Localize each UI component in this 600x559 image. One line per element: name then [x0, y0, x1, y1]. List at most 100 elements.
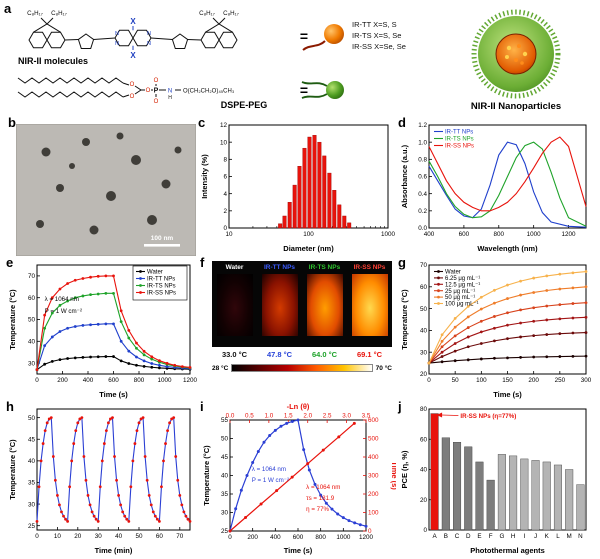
svg-text:B: B: [444, 533, 448, 540]
n-atom-3: N: [115, 41, 119, 47]
svg-text:600: 600: [293, 534, 304, 541]
svg-text:400: 400: [83, 377, 94, 384]
panel-e: e 0 200 400 600 800 1000 1200 30 40 50 60 70 Time (s…: [6, 256, 198, 400]
svg-text:A: A: [433, 533, 438, 540]
panel-f: f Water IR-TT NPs IR-TS NPs IR-SS NPs 33…: [200, 256, 396, 400]
svg-text:M: M: [567, 533, 572, 540]
svg-text:Photothermal agents: Photothermal agents: [470, 546, 545, 555]
absorbance-spectra-chart: 400 600 800 1000 1200 0.0 0.2 0.4 0.6 0.8 1.0 1.2 Wa…: [400, 122, 587, 253]
n-atom-4: N: [147, 41, 151, 47]
nanoparticle-illustration: [471, 9, 561, 99]
svg-text:Time (s): Time (s): [284, 546, 313, 555]
svg-text:40: 40: [221, 473, 229, 480]
svg-text:IR-SS NPs: IR-SS NPs: [445, 144, 474, 150]
alkyl-label-2: C₈H₁₇: [51, 10, 67, 17]
svg-text:IR-TS NPs: IR-TS NPs: [147, 284, 176, 290]
panel-d: d 400 600 800 1000 1200 0.0 0.2 0.4 0.6 0.8 1.0 1.2…: [398, 116, 596, 256]
svg-text:50: 50: [28, 317, 36, 324]
svg-text:0.4: 0.4: [418, 191, 427, 198]
svg-text:2.5: 2.5: [323, 413, 332, 420]
svg-text:Time (min): Time (min): [95, 546, 133, 555]
svg-text:Temperature (°C): Temperature (°C): [8, 439, 17, 500]
panel-h-label: h: [6, 399, 14, 414]
svg-text:Absorbance (a.u.): Absorbance (a.u.): [400, 144, 409, 208]
panel-a-label: a: [4, 1, 12, 16]
svg-text:P = 1 W cm⁻²: P = 1 W cm⁻²: [45, 308, 82, 315]
tem-image: 100 nm: [16, 124, 196, 256]
svg-text:200: 200: [528, 377, 539, 384]
nir-molecules-label: NIR-II molecules: [18, 56, 88, 66]
svg-text:0: 0: [35, 533, 39, 540]
svg-text:100: 100: [476, 377, 487, 384]
svg-text:Time (s): Time (s): [493, 390, 522, 399]
svg-text:J: J: [534, 533, 537, 540]
svg-text:2: 2: [223, 208, 227, 215]
svg-text:IR-SS NPs: IR-SS NPs: [147, 291, 176, 297]
svg-text:Temperature (°C): Temperature (°C): [400, 289, 409, 350]
thermal-image-ir-ss: [351, 274, 388, 336]
svg-text:3.5: 3.5: [362, 413, 371, 420]
svg-text:500: 500: [368, 436, 379, 443]
svg-text:12: 12: [220, 122, 228, 129]
svg-text:0: 0: [368, 528, 372, 535]
svg-text:200: 200: [247, 534, 258, 541]
svg-text:30: 30: [95, 533, 103, 540]
svg-text:35: 35: [221, 491, 229, 498]
svg-text:400: 400: [424, 231, 435, 238]
panel-i: i 0 200 400 600 800 1000 1200 0.0 0.5 1.0 1.5 2.0 2.…: [200, 400, 396, 556]
o-atom-1: O: [130, 82, 135, 88]
dye-tail: [302, 40, 326, 51]
svg-text:25: 25: [28, 523, 36, 530]
svg-text:τs = 181.9: τs = 181.9: [306, 495, 335, 502]
svg-text:D: D: [466, 533, 471, 540]
equals-top: =: [300, 28, 308, 44]
svg-text:200: 200: [57, 377, 68, 384]
panel-a: a: [4, 2, 596, 114]
svg-text:Water: Water: [445, 270, 461, 276]
svg-text:0.6: 0.6: [418, 174, 427, 181]
svg-text:55: 55: [221, 417, 229, 424]
svg-text:40: 40: [28, 339, 36, 346]
svg-text:Water: Water: [147, 270, 163, 276]
svg-text:50: 50: [221, 436, 229, 443]
svg-text:800: 800: [494, 231, 505, 238]
svg-text:40: 40: [420, 328, 428, 335]
svg-text:K: K: [545, 533, 550, 540]
svg-text:40: 40: [115, 533, 123, 540]
svg-text:60: 60: [420, 284, 428, 291]
svg-text:12.5 μg mL⁻¹: 12.5 μg mL⁻¹: [445, 282, 480, 288]
svg-text:2.0: 2.0: [303, 413, 312, 420]
svg-text:70: 70: [28, 273, 36, 280]
svg-text:1200: 1200: [562, 231, 577, 238]
svg-text:40: 40: [28, 458, 36, 465]
svg-text:25: 25: [221, 528, 229, 535]
svg-text:20: 20: [420, 497, 428, 504]
svg-text:800: 800: [134, 377, 145, 384]
svg-text:250: 250: [555, 377, 566, 384]
svg-text:E: E: [477, 533, 481, 540]
svg-text:IR-TT NPs: IR-TT NPs: [445, 130, 473, 136]
panel-e-label: e: [6, 255, 14, 270]
svg-text:IR-TT NPs: IR-TT NPs: [147, 277, 175, 283]
svg-text:G: G: [499, 533, 504, 540]
variant-ir-ts: IR-TS X=S, Se: [352, 31, 401, 40]
svg-text:1200: 1200: [183, 377, 198, 384]
svg-text:70: 70: [176, 533, 184, 540]
svg-text:300: 300: [368, 473, 379, 480]
svg-text:100 μg mL⁻¹: 100 μg mL⁻¹: [445, 302, 479, 308]
variant-ir-tt: IR-TT X=S, S: [352, 20, 397, 29]
o-atom-2: O: [130, 94, 135, 100]
temperature-value-ir-ss: 69.1 °C: [356, 350, 383, 359]
svg-text:30: 30: [28, 501, 36, 508]
n-atom-amide: N: [168, 89, 172, 95]
dls-size-distribution-chart: 10 100 1000 0 2 4 6 8 10 12 Diameter (nm) Intensity…: [200, 122, 395, 253]
svg-text:Time (s): Time (s): [390, 461, 396, 490]
thermal-column-ir-ss: IR-SS NPs: [347, 261, 392, 347]
n-atom-1: N: [115, 31, 119, 37]
svg-text:80: 80: [420, 406, 428, 413]
svg-text:25 μg mL⁻¹: 25 μg mL⁻¹: [445, 289, 475, 295]
svg-text:λ = 1064 nm: λ = 1064 nm: [45, 296, 79, 303]
svg-text:50: 50: [135, 533, 143, 540]
svg-text:100: 100: [368, 510, 379, 517]
